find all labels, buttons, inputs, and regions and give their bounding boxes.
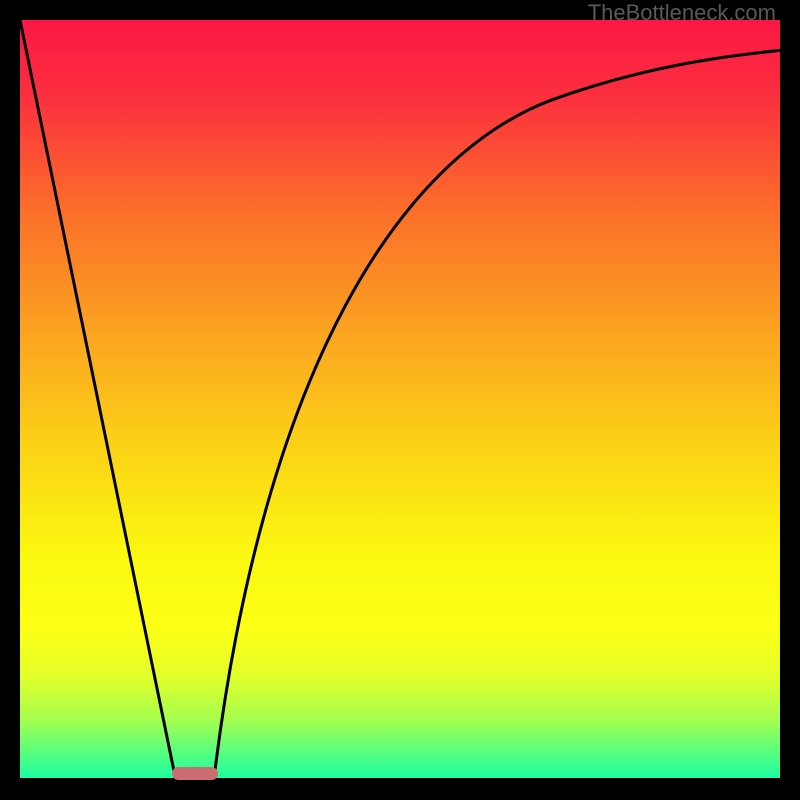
gradient-background <box>20 20 780 780</box>
plot-area <box>20 20 780 780</box>
watermark-text: TheBottleneck.com <box>588 0 776 26</box>
valley-marker <box>172 767 218 780</box>
gradient-layer <box>20 20 780 780</box>
chart-canvas: TheBottleneck.com <box>0 0 800 800</box>
